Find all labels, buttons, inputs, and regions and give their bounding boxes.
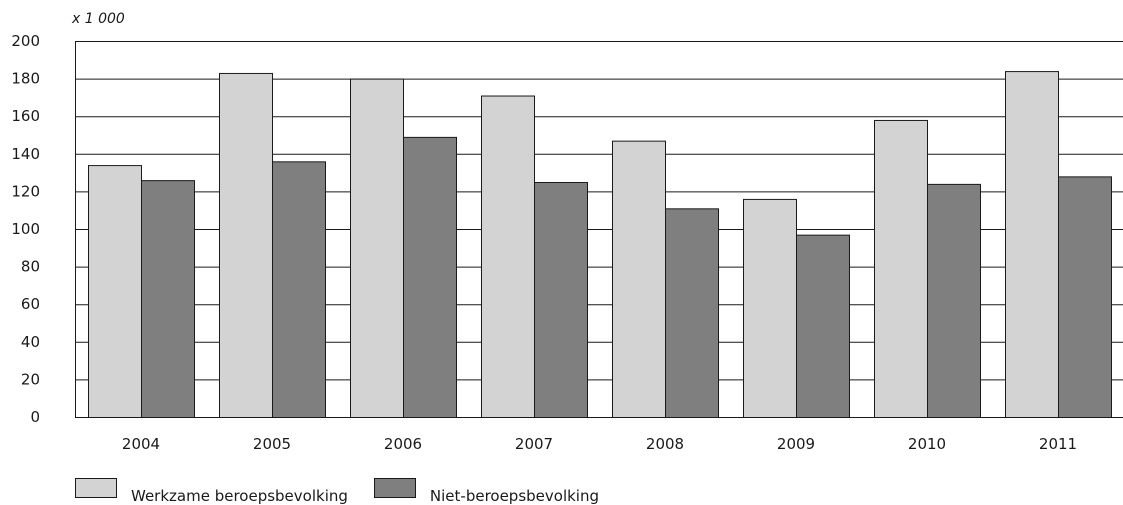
bar-niet-2010 — [927, 183, 981, 418]
y-tick-label: 180 — [11, 70, 40, 88]
bar-niet-2011 — [1058, 176, 1112, 418]
y-tick-label: 60 — [21, 295, 40, 313]
y-tick-label: 20 — [21, 370, 40, 388]
bar-werkzame-2010 — [874, 119, 928, 419]
legend-label-werkzame: Werkzame beroepsbevolking — [131, 487, 348, 505]
bar-werkzame-2006 — [350, 78, 404, 418]
bar-werkzame-2011 — [1005, 71, 1059, 419]
legend-label-niet: Niet-beroepsbevolking — [429, 487, 600, 505]
y-tick-label: 80 — [21, 258, 40, 276]
bar-niet-2009 — [796, 234, 850, 418]
y-tick-label: 100 — [11, 220, 40, 238]
unit-label: x 1 000 — [71, 11, 125, 27]
bars — [88, 71, 1112, 419]
x-tick-label: 2007 — [515, 435, 553, 453]
bar-werkzame-2004 — [88, 165, 142, 418]
x-tick-label: 2004 — [122, 435, 160, 453]
x-axis-ticks: 2004 2005 2006 2007 2008 2009 2010 2011 — [122, 435, 1077, 453]
x-tick-label: 2009 — [777, 435, 815, 453]
bar-werkzame-2005 — [219, 72, 273, 419]
legend-item-werkzame: Werkzame beroepsbevolking — [75, 478, 348, 504]
bar-niet-2005 — [272, 161, 326, 418]
y-tick-label: 120 — [11, 182, 40, 200]
bar-werkzame-2007 — [481, 95, 535, 419]
x-tick-label: 2008 — [646, 435, 684, 453]
bar-werkzame-2009 — [743, 198, 797, 418]
bar-niet-2007 — [534, 182, 588, 418]
y-tick-label: 140 — [11, 145, 40, 163]
y-tick-label: 200 — [11, 32, 40, 50]
bar-niet-2006 — [403, 136, 457, 418]
y-tick-label: 0 — [30, 408, 40, 426]
x-tick-label: 2005 — [253, 435, 291, 453]
legend-swatch-werkzame — [75, 478, 117, 498]
y-tick-label: 40 — [21, 333, 40, 351]
legend-item-niet: Niet-beroepsbevolking — [373, 478, 599, 504]
x-tick-label: 2006 — [384, 435, 422, 453]
bar-niet-2004 — [141, 180, 195, 418]
y-tick-label: 160 — [11, 107, 40, 125]
legend-swatch-niet — [373, 478, 416, 498]
bar-niet-2008 — [665, 208, 719, 418]
y-axis-ticks: 0 20 40 60 80 100 120 140 160 180 200 — [11, 32, 40, 426]
bar-werkzame-2008 — [612, 140, 666, 418]
legend: Werkzame beroepsbevolking Niet-beroepsbe… — [75, 478, 625, 504]
x-tick-label: 2010 — [908, 435, 946, 453]
x-tick-label: 2011 — [1039, 435, 1077, 453]
